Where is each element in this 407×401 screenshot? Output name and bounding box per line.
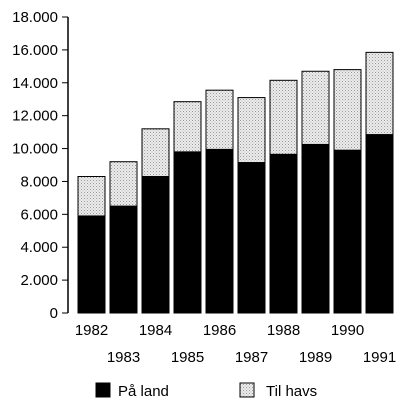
x-tick-label: 1989 [299,349,332,366]
x-tick-label: 1986 [203,322,236,339]
x-axis: 1982 1983 1984 1985 1986 1987 1988 1989 1990 1991 [75,322,396,366]
y-tick-label: 0 [50,305,58,322]
y-tick-label: 18.000 [12,9,58,26]
y-tick-label: 2.000 [20,272,58,289]
bar-pa-land-1985 [173,151,202,314]
legend-swatch-til-havs [239,382,255,398]
y-axis: 0 2.000 4.000 6.000 8.000 10.000 12.000 14.000 1… [12,9,69,322]
legend-label-pa-land: På land [118,383,169,400]
legend-swatch-pa-land [95,382,111,398]
bar-pa-land-1987 [237,162,266,314]
bar-pa-land-1982 [77,215,106,314]
x-tick-label: 1991 [363,349,396,366]
bar-til-havs-1985 [173,101,202,153]
bar-pa-land-1984 [141,176,170,314]
bar-pa-land-1989 [301,143,330,314]
x-tick-label: 1982 [75,322,108,339]
legend: På land Til havs [95,382,317,400]
bar-til-havs-1982 [77,176,106,217]
x-tick-label: 1983 [107,349,140,366]
x-tick-label: 1990 [331,322,364,339]
x-tick-label: 1988 [267,322,300,339]
bar-til-havs-1983 [109,161,138,207]
bar-til-havs-1986 [205,89,234,150]
bar-til-havs-1991 [365,51,394,136]
bar-til-havs-1987 [237,97,266,164]
y-tick-label: 4.000 [20,239,58,256]
y-tick-label: 8.000 [20,173,58,190]
y-tick-label: 6.000 [20,206,58,223]
x-tick-label: 1984 [139,322,172,339]
y-tick-label: 12.000 [12,108,58,125]
bar-pa-land-1990 [333,149,362,314]
legend-label-til-havs: Til havs [266,383,317,400]
bar-pa-land-1986 [205,148,234,314]
bar-pa-land-1983 [109,205,138,314]
x-tick-label: 1985 [171,349,204,366]
bar-til-havs-1988 [269,79,298,155]
bar-pa-land-1991 [365,134,394,314]
bars [77,51,394,314]
bar-pa-land-1988 [269,153,298,314]
y-tick-label: 10.000 [12,141,58,158]
y-tick-label: 14.000 [12,75,58,92]
bar-til-havs-1984 [141,128,170,178]
bar-til-havs-1990 [333,69,362,151]
y-tick-label: 16.000 [12,42,58,59]
bar-til-havs-1989 [301,70,330,145]
x-tick-label: 1987 [235,349,268,366]
